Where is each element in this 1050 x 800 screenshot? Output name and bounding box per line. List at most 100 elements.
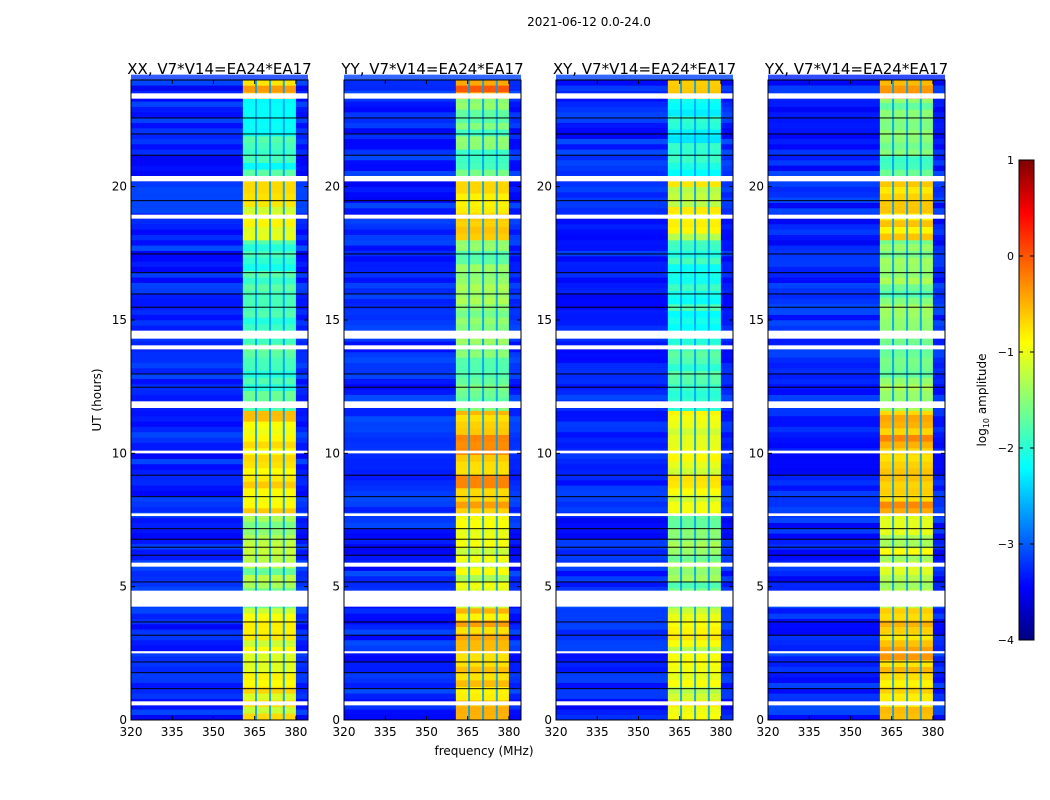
dark-line <box>768 634 945 636</box>
y-tick-label: 10 <box>537 446 552 460</box>
heatmap-row <box>131 218 308 225</box>
dark-line <box>344 621 521 623</box>
heatmap-row <box>556 704 733 710</box>
flagged-row <box>556 176 733 182</box>
heatmap-row <box>131 224 308 230</box>
heatmap-row <box>344 288 521 294</box>
heatmap-row <box>768 218 945 225</box>
panel-title: YX, V7*V14=EA24*EA17 <box>764 60 948 78</box>
heatmap-row <box>131 416 308 422</box>
heatmap-row <box>556 480 733 486</box>
heatmap-row <box>556 128 733 134</box>
heatmap-row <box>556 192 733 198</box>
heatmap-row <box>131 112 308 118</box>
heatmap-row <box>768 570 945 577</box>
dark-line <box>556 293 733 295</box>
heatmap-row <box>768 309 945 315</box>
heatmap-row <box>768 474 945 481</box>
x-tick-label: 320 <box>120 725 143 739</box>
flagged-row <box>768 330 945 339</box>
dark-line <box>556 496 733 498</box>
heatmap-row <box>344 85 521 91</box>
heatmap-row <box>131 256 308 262</box>
heatmap-row <box>131 74 308 81</box>
heatmap-row <box>131 240 308 246</box>
heatmap-row <box>131 357 308 363</box>
flagged-row <box>344 93 521 99</box>
colorbar-tick-label: −2 <box>998 442 1014 455</box>
dark-line <box>768 386 945 388</box>
y-tick-label: 15 <box>749 313 764 327</box>
heatmap-row <box>768 421 945 427</box>
heatmap-row <box>344 570 521 577</box>
heatmap-row <box>131 101 308 107</box>
heatmap-row <box>556 608 733 614</box>
heatmap-row <box>344 709 521 715</box>
x-tick-label: 365 <box>668 725 691 739</box>
heatmap-row <box>344 74 521 81</box>
flagged-row <box>768 562 945 567</box>
y-tick-label: 0 <box>756 713 764 727</box>
dark-line <box>344 306 521 308</box>
y-tick-label: 15 <box>537 313 552 327</box>
flagged-row <box>768 93 945 99</box>
heatmap-row <box>556 245 733 251</box>
dark-line <box>556 634 733 636</box>
heatmap-row <box>556 490 733 497</box>
heatmap-row <box>344 357 521 363</box>
heatmap-row <box>131 554 308 561</box>
heatmap-row <box>768 458 945 465</box>
heatmap-row <box>556 122 733 129</box>
heatmap-row <box>768 122 945 129</box>
heatmap-row <box>768 714 945 721</box>
dark-line <box>768 661 945 663</box>
heatmap-row <box>344 485 521 491</box>
flagged-row <box>768 651 945 654</box>
heatmap-row <box>556 581 733 587</box>
dark-line <box>768 154 945 156</box>
heatmap-row <box>344 464 521 470</box>
heatmap-row <box>768 261 945 267</box>
heatmap-row <box>344 277 521 283</box>
dark-line <box>556 528 733 530</box>
heatmap-row <box>768 693 945 699</box>
heatmap-row <box>556 469 733 475</box>
heatmap-row <box>556 208 733 214</box>
x-tick-label: 380 <box>709 725 732 739</box>
flagged-row <box>768 701 945 706</box>
heatmap-row <box>131 170 308 177</box>
heatmap-row <box>131 309 308 315</box>
heatmap-row <box>556 501 733 507</box>
flagged-row <box>556 401 733 408</box>
y-tick-label: 5 <box>332 580 340 594</box>
y-tick-label: 20 <box>537 180 552 194</box>
heatmap-row <box>768 688 945 694</box>
heatmap-row <box>556 362 733 369</box>
heatmap-row <box>768 496 945 502</box>
channel-gap <box>495 80 498 720</box>
heatmap-row <box>556 293 733 299</box>
flagged-row <box>344 450 521 454</box>
heatmap-row <box>131 480 308 486</box>
heatmap-row <box>768 394 945 401</box>
heatmap-row <box>131 677 308 683</box>
x-tick-label: 350 <box>627 725 650 739</box>
heatmap-row <box>131 368 308 374</box>
dark-line <box>131 621 308 623</box>
panel-frame <box>767 79 946 721</box>
heatmap-row <box>768 624 945 630</box>
dark-line <box>131 581 308 583</box>
heatmap-row <box>556 261 733 267</box>
heatmap-row <box>768 170 945 177</box>
heatmap-row <box>556 458 733 465</box>
heatmap-row <box>768 181 945 187</box>
heatmap-row <box>344 122 521 129</box>
heatmap-row <box>556 565 733 571</box>
flagged-row <box>344 345 521 350</box>
heatmap-row <box>768 666 945 673</box>
flagged-row <box>768 590 945 607</box>
heatmap-row <box>344 688 521 694</box>
heatmap-row <box>131 688 308 694</box>
heatmap-row <box>556 138 733 145</box>
colorbar-label: log10 amplitude <box>975 354 991 447</box>
